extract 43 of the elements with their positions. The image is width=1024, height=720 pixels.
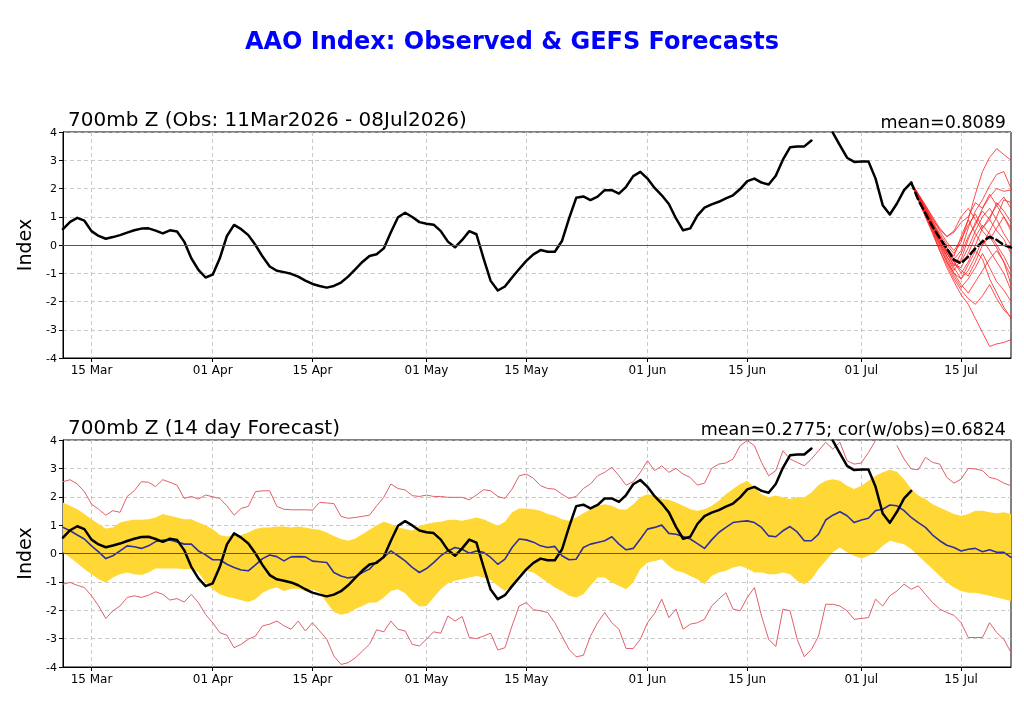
x-tick-label: 15 May <box>504 363 549 377</box>
y-tick-label: -2 <box>46 603 57 617</box>
y-axis-title: Index <box>12 527 35 580</box>
text: mean=0.8089 <box>880 112 1007 132</box>
x-tick-label: 01 Jun <box>628 363 667 377</box>
chart-subtitle: 700mb Z (Obs: 11Mar2026 - 08Jul2026) <box>68 107 467 131</box>
x-tick-label: 01 Jul <box>844 363 879 377</box>
y-tick-label: -2 <box>46 295 57 308</box>
x-tick-label: 15 May <box>504 672 549 686</box>
y-tick-label: -4 <box>46 660 57 674</box>
chart-title: 700mb Z (14 day Forecast) <box>68 415 340 439</box>
chart-title: AAO Index: Observed & GEFS Forecasts <box>244 27 780 55</box>
y-tick-label: 1 <box>50 210 57 224</box>
y-tick-label: 1 <box>50 518 57 532</box>
x-tick-label: 15 Jun <box>728 363 767 377</box>
y-tick-label: -4 <box>46 351 57 365</box>
y-tick-label: 3 <box>50 461 57 475</box>
y-tick-label: 3 <box>50 153 57 167</box>
x-tick-label: 01 May <box>404 672 449 686</box>
y-tick-label: 2 <box>50 490 57 504</box>
x-tick-label: 01 May <box>404 363 449 377</box>
x-tick-label: 15 Mar <box>70 672 113 686</box>
x-tick-label: 15 Jul <box>944 363 978 377</box>
y-tick-label: 2 <box>50 182 57 195</box>
x-tick-label: 15 Mar <box>70 363 113 377</box>
x-tick-label: 15 Apr <box>292 672 333 686</box>
x-tick-label: 15 Apr <box>292 363 333 377</box>
y-tick-label: 4 <box>50 433 57 447</box>
x-tick-label: 01 Jun <box>628 672 667 686</box>
y-tick-label: -1 <box>46 266 57 280</box>
text: mean=0.2775; cor(w/obs)=0.6824 <box>700 419 1006 439</box>
y-tick-label: 4 <box>50 125 57 139</box>
y-tick-label: -3 <box>46 323 57 337</box>
y-axis-title: Index <box>12 218 35 272</box>
x-tick-label: 01 Jul <box>844 672 879 686</box>
x-tick-label: 01 Apr <box>192 363 233 377</box>
y-tick-label: -1 <box>46 575 57 589</box>
x-tick-label: 15 Jun <box>728 672 767 686</box>
x-tick-label: 01 Apr <box>192 672 233 686</box>
y-tick-label: 0 <box>50 547 57 560</box>
y-tick-label: 0 <box>50 238 57 252</box>
y-tick-label: -3 <box>46 632 57 646</box>
x-tick-label: 15 Jul <box>944 672 978 686</box>
